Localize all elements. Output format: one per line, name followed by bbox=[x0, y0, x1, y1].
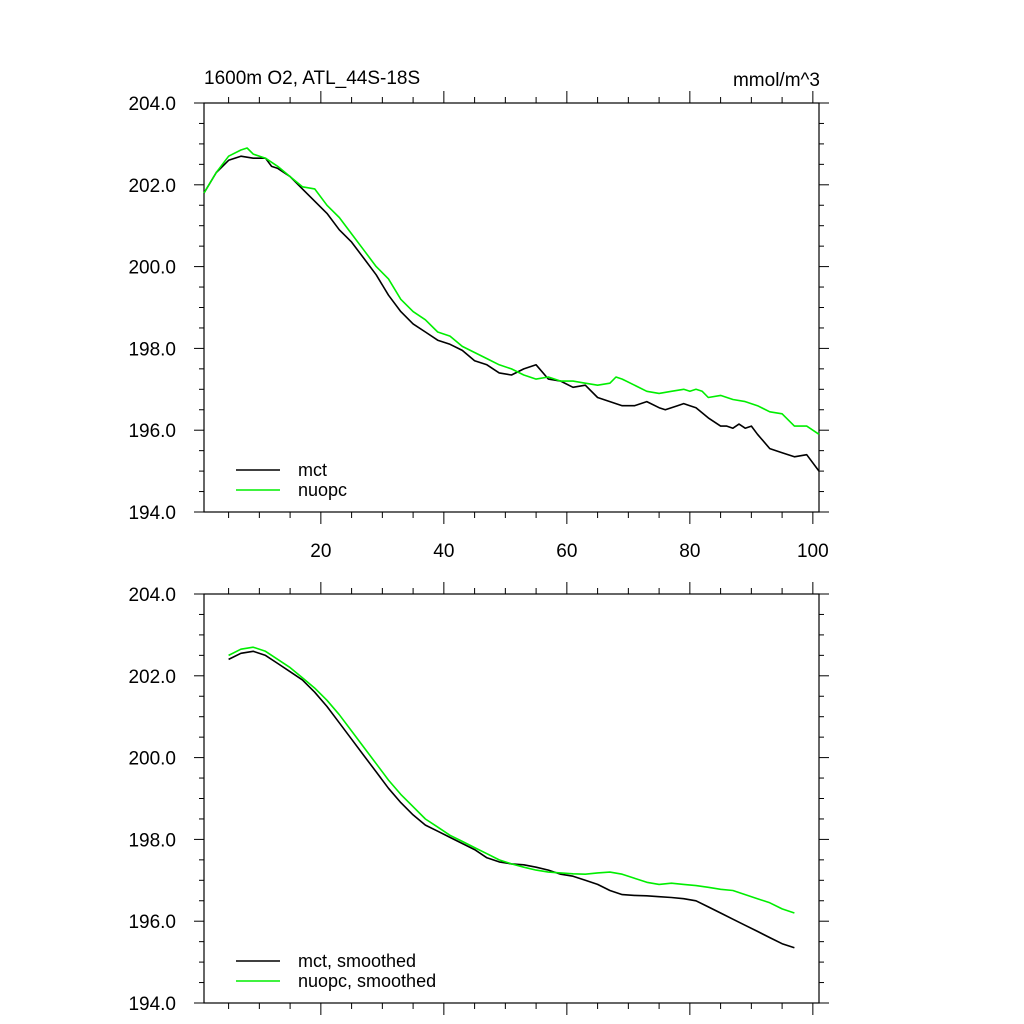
series-line-mct-smoothed bbox=[228, 650, 795, 949]
series-line-nuopc-smoothed bbox=[228, 646, 795, 914]
y-tick-label: 198.0 bbox=[128, 830, 176, 851]
y-tick-label: 202.0 bbox=[128, 667, 176, 688]
plot-frame bbox=[203, 102, 820, 513]
y-tick-label: 200.0 bbox=[128, 749, 176, 770]
y-tick-label: 194.0 bbox=[128, 994, 176, 1015]
axes-ticks: 194.0 196.0 198.0 200.0 202.0 204.0 bbox=[128, 582, 829, 1015]
x-tick-label: 80 bbox=[679, 541, 700, 562]
legend-label: nuopc bbox=[298, 480, 347, 500]
plot-frame bbox=[203, 593, 820, 1004]
chart-title: 1600m O2, ATL_44S-18S bbox=[204, 68, 420, 89]
legend-label: mct, smoothed bbox=[298, 951, 416, 971]
y-tick-label: 196.0 bbox=[128, 421, 176, 442]
legend-label: nuopc, smoothed bbox=[298, 971, 436, 991]
units-label: mmol/m^3 bbox=[733, 70, 820, 91]
x-tick-label: 20 bbox=[310, 541, 331, 562]
legend-label: mct bbox=[298, 460, 327, 480]
top-panel: 1600m O2, ATL_44S-18S mmol/m^3 194.0 196.… bbox=[128, 68, 829, 562]
y-tick-label: 204.0 bbox=[128, 585, 176, 606]
x-tick-label: 40 bbox=[433, 541, 454, 562]
axes-ticks: 194.0 196.0 198.0 200.0 202.0 204.0 20 40 60 80 10… bbox=[128, 91, 829, 562]
y-tick-label: 196.0 bbox=[128, 912, 176, 933]
y-tick-label: 198.0 bbox=[128, 339, 176, 360]
series-line-mct bbox=[203, 155, 820, 472]
y-tick-label: 194.0 bbox=[128, 503, 176, 524]
series-group bbox=[228, 646, 795, 949]
y-tick-label: 204.0 bbox=[128, 94, 176, 115]
x-tick-label: 60 bbox=[556, 541, 577, 562]
series-group bbox=[203, 147, 820, 472]
series-line-nuopc bbox=[203, 147, 820, 435]
y-tick-label: 200.0 bbox=[128, 258, 176, 279]
y-tick-label: 202.0 bbox=[128, 176, 176, 197]
bottom-panel: 194.0 196.0 198.0 200.0 202.0 204.0 mct, smoo… bbox=[128, 582, 829, 1015]
x-tick-label: 100 bbox=[797, 541, 829, 562]
